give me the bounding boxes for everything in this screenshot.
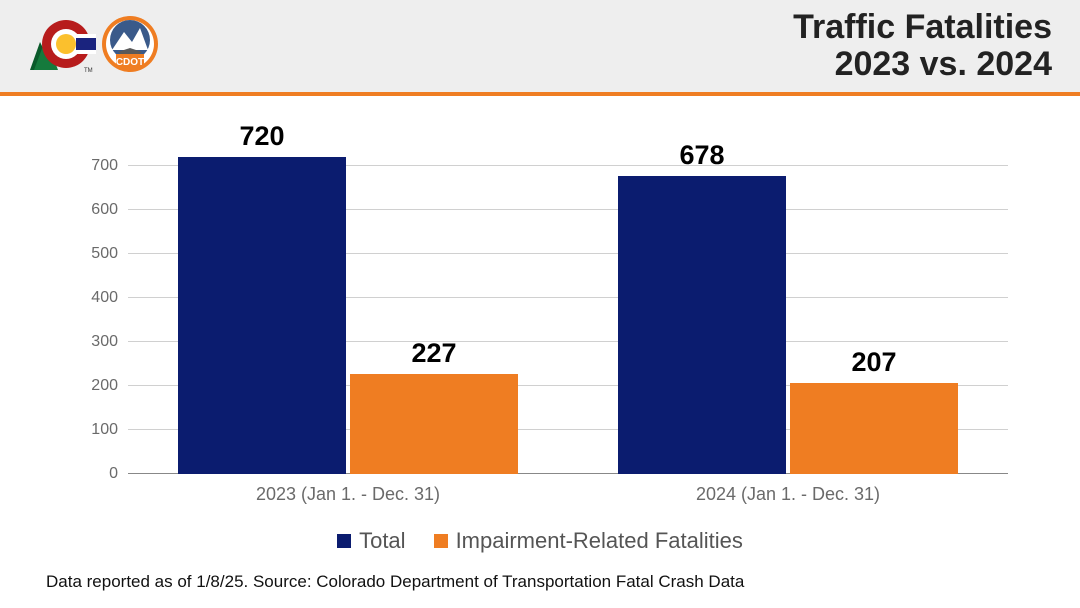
cdot-logo-icon: CDOT: [98, 12, 162, 81]
legend-label: Total: [359, 528, 405, 554]
legend-item-impair: Impairment-Related Fatalities: [434, 528, 743, 554]
y-tick-label: 100: [91, 421, 128, 439]
legend-item-total: Total: [337, 528, 405, 554]
legend-label: Impairment-Related Fatalities: [456, 528, 743, 554]
bar-total: 720: [178, 157, 346, 474]
footnote-text: Data reported as of 1/8/25. Source: Colo…: [46, 572, 744, 592]
bar-fill: [618, 176, 786, 474]
logo-group: TM CDOT: [24, 12, 162, 81]
accent-rule: [0, 92, 1080, 96]
bar-fill: [350, 374, 518, 474]
y-tick-label: 200: [91, 377, 128, 395]
chart-legend: Total Impairment-Related Fatalities: [0, 528, 1080, 554]
bar-chart: 01002003004005006007007202272023 (Jan 1.…: [80, 116, 1020, 506]
bar-impair: 227: [350, 374, 518, 474]
page-title: Traffic Fatalities 2023 vs. 2024: [793, 9, 1052, 84]
svg-text:TM: TM: [84, 68, 93, 74]
y-tick-label: 300: [91, 333, 128, 351]
header-bar: TM CDOT Traffic Fatalities 2023 vs. 2024: [0, 0, 1080, 92]
bar-value-label: 207: [790, 347, 958, 378]
legend-swatch-icon: [337, 534, 351, 548]
title-line-2: 2023 vs. 2024: [793, 46, 1052, 83]
bar-value-label: 720: [178, 121, 346, 152]
y-tick-label: 400: [91, 289, 128, 307]
y-tick-label: 0: [109, 465, 128, 483]
legend-swatch-icon: [434, 534, 448, 548]
bar-total: 678: [618, 176, 786, 474]
bar-impair: 207: [790, 383, 958, 474]
bar-fill: [790, 383, 958, 474]
y-tick-label: 700: [91, 157, 128, 175]
bar-fill: [178, 157, 346, 474]
x-tick-label: 2023 (Jan 1. - Dec. 31): [256, 474, 440, 505]
title-line-1: Traffic Fatalities: [793, 9, 1052, 46]
svg-text:CDOT: CDOT: [116, 57, 144, 68]
x-tick-label: 2024 (Jan 1. - Dec. 31): [696, 474, 880, 505]
bar-value-label: 678: [618, 140, 786, 171]
colorado-logo-icon: TM: [24, 12, 96, 81]
y-tick-label: 500: [91, 245, 128, 263]
bar-value-label: 227: [350, 338, 518, 369]
y-tick-label: 600: [91, 201, 128, 219]
